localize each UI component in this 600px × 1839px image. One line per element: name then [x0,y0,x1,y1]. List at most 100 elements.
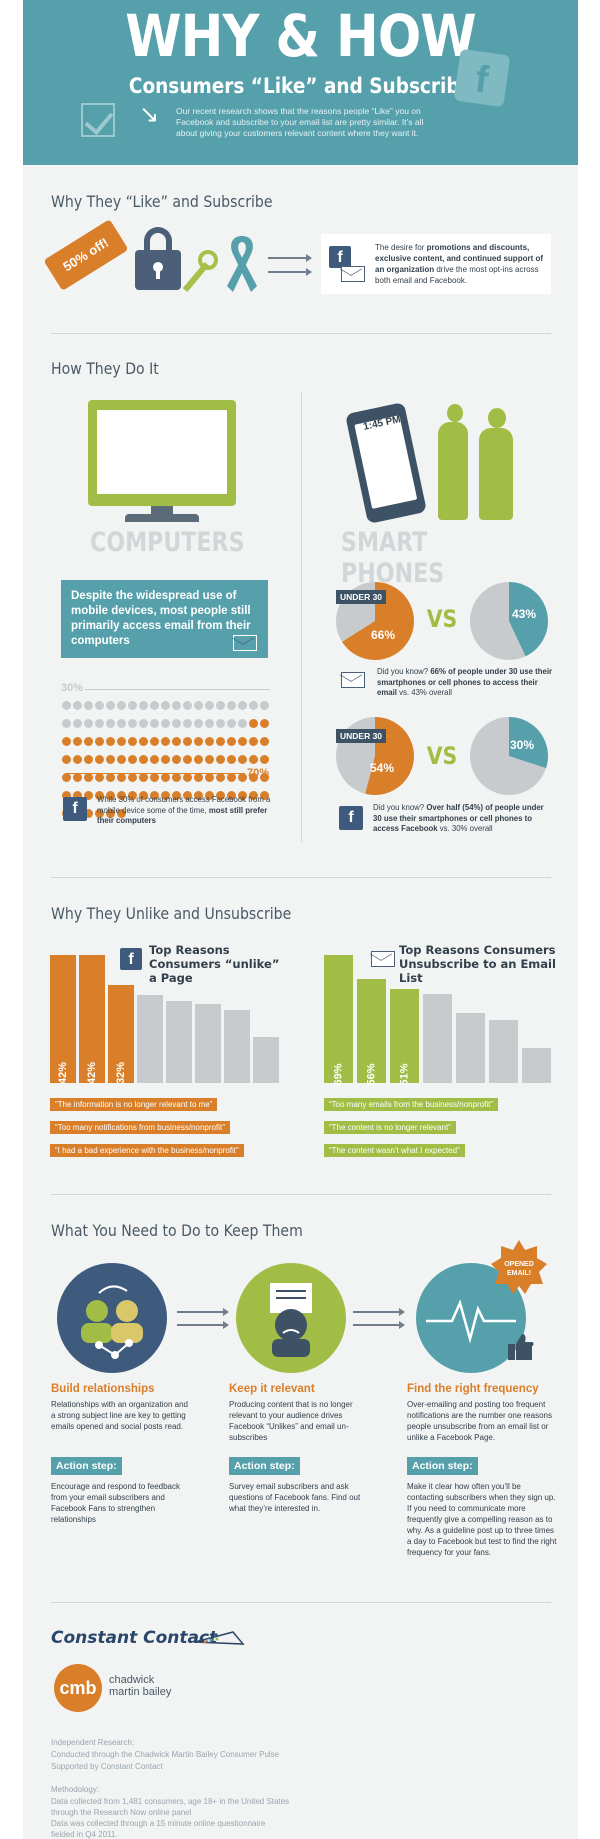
heartbeat-icon [426,1299,516,1344]
dot [216,718,225,728]
bar [195,1003,221,1083]
dot [150,736,159,746]
arrow-icon [268,254,312,262]
dot [106,772,115,782]
dot [260,790,269,800]
page-subtitle: Consumers “Like” and Subscribe [128,74,473,98]
bar-value-label: 32% [115,1061,127,1084]
action-step-text: Make it clear how often you’ll be contac… [407,1482,557,1557]
dot [117,700,126,710]
infographic: WHY & HOW Consumers “Like” and Subscribe… [23,0,578,1839]
key-shaft [182,262,210,292]
arrow-icon [177,1321,229,1329]
header-banner: WHY & HOW Consumers “Like” and Subscribe… [23,0,578,165]
pie-email-under30-label: 66% [371,628,396,642]
dot [73,718,82,728]
arrow-icon [353,1308,405,1316]
monitor-screen [97,410,227,494]
dot [84,808,93,818]
dot [62,754,71,764]
bar: 51% [390,988,419,1085]
pct-70-label: 70% [247,767,270,779]
dot [216,736,225,746]
dot [260,700,269,710]
arrow-icon [177,1308,229,1316]
dot [139,754,148,764]
arrow-icon [268,268,312,276]
bar [224,1009,250,1083]
bar: 32% [108,985,134,1084]
facebook-icon: f [329,246,351,268]
monitor-neck [151,506,173,516]
dot [150,772,159,782]
dot [117,808,126,818]
relevance-illustration [236,1263,346,1373]
column-text: Relationships with an organization and a… [51,1400,188,1431]
dot [249,718,258,728]
action-step-label: Action step: [229,1457,300,1475]
pie-email-overall [470,582,548,660]
constant-contact-logo: Constant Contact [51,1628,218,1648]
cmb-logo: cmb [54,1664,102,1712]
pie-email-overall-label: 43% [512,607,537,621]
dot [73,754,82,764]
dot [227,736,236,746]
dot [194,718,203,728]
email-icon [341,672,365,688]
dot [260,754,269,764]
email-icon [371,951,395,967]
dot [238,736,247,746]
discount-tag: 50% off! [43,219,129,291]
monitor-base [125,514,199,522]
arrow-icon [353,1321,405,1329]
person-head [488,408,506,428]
dot [128,790,137,800]
dot [227,790,236,800]
dot [172,772,181,782]
dot [238,790,247,800]
dot [150,754,159,764]
computers-label: COMPUTERS [90,527,245,558]
dot [84,754,93,764]
dot [95,790,104,800]
dot [62,772,71,782]
section-title-unlike: Why They Unlike and Unsubscribe [51,904,292,923]
section-title-keep: What You Need to Do to Keep Them [51,1221,303,1240]
dot [150,718,159,728]
facebook-reason: “Too many notifications from business/no… [50,1121,230,1134]
section-title-why: Why They “Like” and Subscribe [51,192,273,211]
pct-70-leader [65,773,245,774]
dot [106,736,115,746]
page-title: WHY & HOW [125,2,476,70]
bar-value-label: 42% [57,1061,69,1084]
dot [249,736,258,746]
dot [194,754,203,764]
dot [106,754,115,764]
dot [106,808,115,818]
dot [216,754,225,764]
dot [172,736,181,746]
email-note: Did you know? 66% of people under 30 use… [377,667,553,697]
column-text: Producing content that is no longer rele… [229,1400,353,1442]
lock-icon [135,250,181,290]
dot [84,772,93,782]
bar [489,1020,518,1083]
methodology-text: Data was collected through a 15 minute o… [51,1819,266,1839]
dot [216,772,225,782]
dot [84,790,93,800]
dot [62,718,71,728]
dot [106,700,115,710]
divider [51,333,551,334]
dot [84,700,93,710]
action-step-text: Encourage and respond to feedback from y… [51,1482,180,1524]
dot [249,772,258,782]
cmb-name: chadwick martin bailey [109,1674,172,1698]
dot [183,790,192,800]
bar [137,994,163,1083]
email-reason: “The content wasn’t what I expected” [324,1144,465,1157]
facebook-note: Did you know? Over half (54%) of people … [373,803,544,833]
dot [260,736,269,746]
dot [128,718,137,728]
dot [161,736,170,746]
section-title-how: How They Do It [51,359,159,378]
